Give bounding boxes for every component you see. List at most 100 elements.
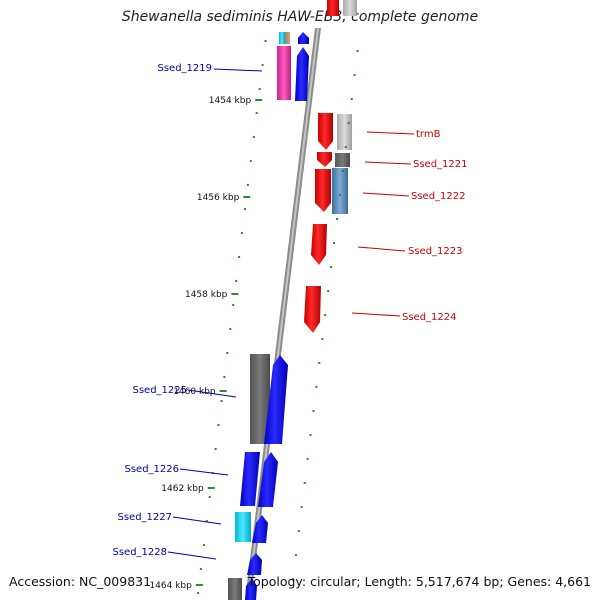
gene-fragment-reverse-top bbox=[327, 0, 339, 16]
genome-backbone-highlight bbox=[247, 28, 319, 600]
gene-tan-upper bbox=[285, 32, 290, 44]
gene-label-leader bbox=[187, 389, 237, 398]
gene-label[interactable]: Ssed_1226 bbox=[124, 464, 179, 475]
tick-mark-left bbox=[255, 112, 258, 114]
scale-label: 1458 kbp bbox=[185, 290, 228, 300]
gene-label[interactable]: Ssed_1223 bbox=[408, 246, 463, 257]
tick-mark-left bbox=[252, 136, 255, 138]
tick-mark-right bbox=[303, 482, 306, 484]
tick-mark-left bbox=[205, 520, 208, 522]
tick-mark-right bbox=[347, 122, 350, 124]
scale-labels: 1454 kbp 1456 kbp 1458 kbp 1460 kbp 1462 kbp… bbox=[149, 96, 263, 591]
major-tick-mark bbox=[195, 584, 203, 586]
genome-title: Shewanella sediminis HAW-EB3, complete g… bbox=[121, 9, 479, 25]
tick-mark-right bbox=[291, 578, 294, 580]
gene-label-leader bbox=[167, 551, 217, 560]
gene-label-leader bbox=[179, 468, 229, 476]
gene-label-leader bbox=[172, 516, 222, 525]
gene-ssed-1219 bbox=[295, 47, 309, 101]
gene-ssed-1227 bbox=[252, 515, 268, 543]
tick-mark-right bbox=[344, 146, 347, 148]
gene-label-leader bbox=[364, 161, 412, 165]
gene-ssed-1223 bbox=[311, 224, 327, 265]
gene-label[interactable]: Ssed_1227 bbox=[117, 512, 172, 523]
tick-mark-left bbox=[258, 88, 261, 90]
tick-mark-right bbox=[297, 530, 300, 532]
gene-label-leader bbox=[213, 68, 263, 72]
major-tick-mark bbox=[207, 487, 215, 489]
gene-label[interactable]: Ssed_1228 bbox=[112, 547, 167, 558]
tick-mark-right bbox=[324, 314, 327, 316]
scale-label: 1460 kbp bbox=[173, 387, 216, 397]
gene-label-leader bbox=[357, 246, 406, 252]
tick-mark-right bbox=[318, 362, 321, 364]
gene-ssed-1225 bbox=[264, 355, 288, 444]
tick-mark-left bbox=[238, 256, 241, 258]
tick-mark-right bbox=[315, 386, 318, 388]
tick-mark-left bbox=[264, 40, 267, 42]
gene-ssed-1226-b bbox=[258, 452, 278, 507]
gene-ssed-1224 bbox=[304, 286, 321, 333]
tick-mark-left bbox=[223, 376, 226, 378]
tick-mark-right bbox=[353, 74, 356, 76]
tick-mark-left bbox=[246, 184, 249, 186]
tick-mark-left bbox=[199, 568, 202, 570]
major-tick-mark bbox=[255, 99, 263, 101]
gene-1221-cog bbox=[335, 153, 350, 167]
scale-label: 1462 kbp bbox=[161, 484, 204, 494]
tick-mark-left bbox=[261, 64, 264, 66]
tick-mark-right bbox=[300, 506, 303, 508]
scale-label: 1454 kbp bbox=[209, 96, 252, 106]
tick-mark-right bbox=[336, 218, 338, 220]
tick-mark-right bbox=[330, 266, 333, 268]
gene-magenta-cog bbox=[277, 46, 291, 100]
gene-fragment-gray-bottom bbox=[228, 578, 242, 600]
gene-1227-cog bbox=[235, 512, 251, 542]
gene-label[interactable]: trmB bbox=[416, 129, 441, 140]
gene-label[interactable]: Ssed_1219 bbox=[157, 63, 212, 74]
gene-cyan-upper bbox=[279, 32, 285, 44]
tick-mark-right bbox=[309, 434, 312, 436]
gene-label[interactable]: Ssed_1222 bbox=[411, 191, 466, 202]
gene-label-leader bbox=[351, 312, 401, 317]
tick-mark-left bbox=[214, 448, 217, 450]
gene-forward-small-top bbox=[298, 32, 309, 44]
gene-label[interactable]: Ssed_1221 bbox=[413, 159, 468, 170]
scale-label: 1456 kbp bbox=[197, 193, 240, 203]
tick-mark-left bbox=[202, 544, 205, 546]
tick-mark-left bbox=[229, 328, 232, 330]
tick-mark-right bbox=[356, 50, 359, 52]
gene-1222-cog bbox=[332, 168, 348, 214]
tick-mark-right bbox=[350, 98, 353, 100]
gene-label[interactable]: Ssed_1224 bbox=[402, 312, 457, 323]
genome-stats-text: Topology: circular; Length: 5,517,674 bp… bbox=[247, 574, 591, 589]
scale-label: 1464 kbp bbox=[149, 581, 192, 591]
tick-mark-right bbox=[341, 170, 344, 172]
tick-mark-left bbox=[241, 232, 243, 234]
tick-mark-left bbox=[235, 280, 238, 282]
gene-fragment-blue-bottom bbox=[245, 578, 257, 600]
gene-ssed-1222 bbox=[315, 169, 331, 212]
tick-mark-right bbox=[333, 242, 335, 244]
gene-1225-cog bbox=[250, 354, 270, 444]
tick-mark-right bbox=[338, 194, 341, 196]
tick-mark-right bbox=[312, 410, 315, 412]
tick-mark-right bbox=[327, 290, 330, 292]
scale-ticks-left bbox=[197, 40, 267, 594]
gene-label-leader bbox=[362, 192, 410, 197]
major-tick-mark bbox=[243, 196, 251, 198]
scale-ticks-right bbox=[291, 50, 359, 580]
tick-mark-left bbox=[232, 304, 235, 306]
tick-mark-left bbox=[220, 400, 223, 402]
tick-mark-left bbox=[244, 208, 246, 210]
tick-mark-left bbox=[197, 592, 199, 594]
tick-mark-left bbox=[249, 160, 252, 162]
major-tick-mark bbox=[231, 293, 239, 295]
tick-mark-left bbox=[208, 496, 211, 498]
gene-label[interactable]: Ssed_1225 bbox=[132, 385, 187, 396]
tick-mark-left bbox=[217, 424, 220, 426]
gene-labels: Ssed_1219 trmB Ssed_1221 Ssed_1222 Ssed_1223… bbox=[112, 63, 468, 560]
accession-text: Accession: NC_009831 bbox=[9, 574, 152, 589]
